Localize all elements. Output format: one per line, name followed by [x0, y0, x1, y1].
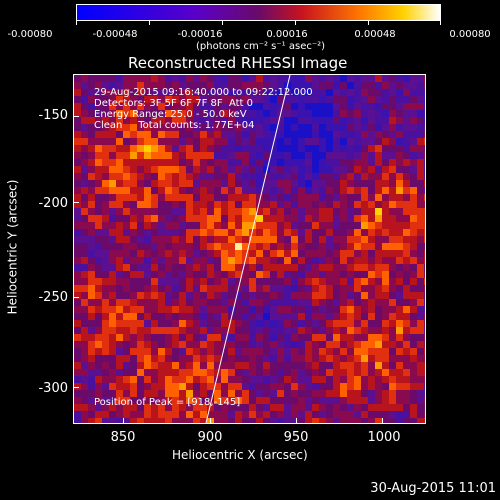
x-tick-label: 1000 [367, 430, 401, 445]
y-tick-label: -250 [38, 290, 68, 305]
y-tick-label: -200 [38, 196, 68, 211]
algorithm-counts-text: Clean Total counts: 1.77E+04 [94, 120, 255, 131]
colorbar-tick-label: 0.00048 [354, 29, 396, 40]
peak-position-text: Position of Peak = [918,-145] [94, 397, 241, 408]
time-range-text: 29-Aug-2015 09:16:40.000 to 09:22:12.000 [94, 87, 313, 98]
energy-range-text: Energy Range: 25.0 - 50.0 keV [94, 109, 247, 120]
image-title: Reconstructed RHESSI Image [128, 54, 348, 72]
y-tick-label: -150 [38, 108, 68, 123]
image-plot: 29-Aug-2015 09:16:40.000 to 09:22:12.000… [73, 74, 426, 424]
colorbar-tick-label: 0.00080 [449, 29, 491, 40]
x-tick-label: 850 [110, 430, 136, 445]
plot-timestamp: 30-Aug-2015 11:01 [370, 481, 496, 496]
solar-limb-line [205, 75, 291, 423]
colorbar-tick-label: -0.00016 [177, 29, 223, 40]
colorbar-tick-label: 0.00016 [266, 29, 308, 40]
rhessi-image [74, 75, 425, 423]
x-tick-label: 900 [197, 430, 223, 445]
colorbar-tick-label: -0.00048 [92, 29, 138, 40]
y-tick-label: -300 [38, 381, 68, 396]
colorbar [76, 4, 441, 21]
colorbar-units: (photons cm⁻² s⁻¹ asec⁻²) [196, 41, 326, 52]
detectors-text: Detectors: 3F 5F 6F 7F 8F Att 0 [94, 98, 254, 109]
y-axis-label: Heliocentric Y (arcsec) [5, 179, 20, 315]
x-axis-label: Heliocentric X (arcsec) [172, 448, 308, 462]
colorbar-tick-label: -0.00080 [7, 29, 53, 40]
x-tick-label: 950 [283, 430, 309, 445]
